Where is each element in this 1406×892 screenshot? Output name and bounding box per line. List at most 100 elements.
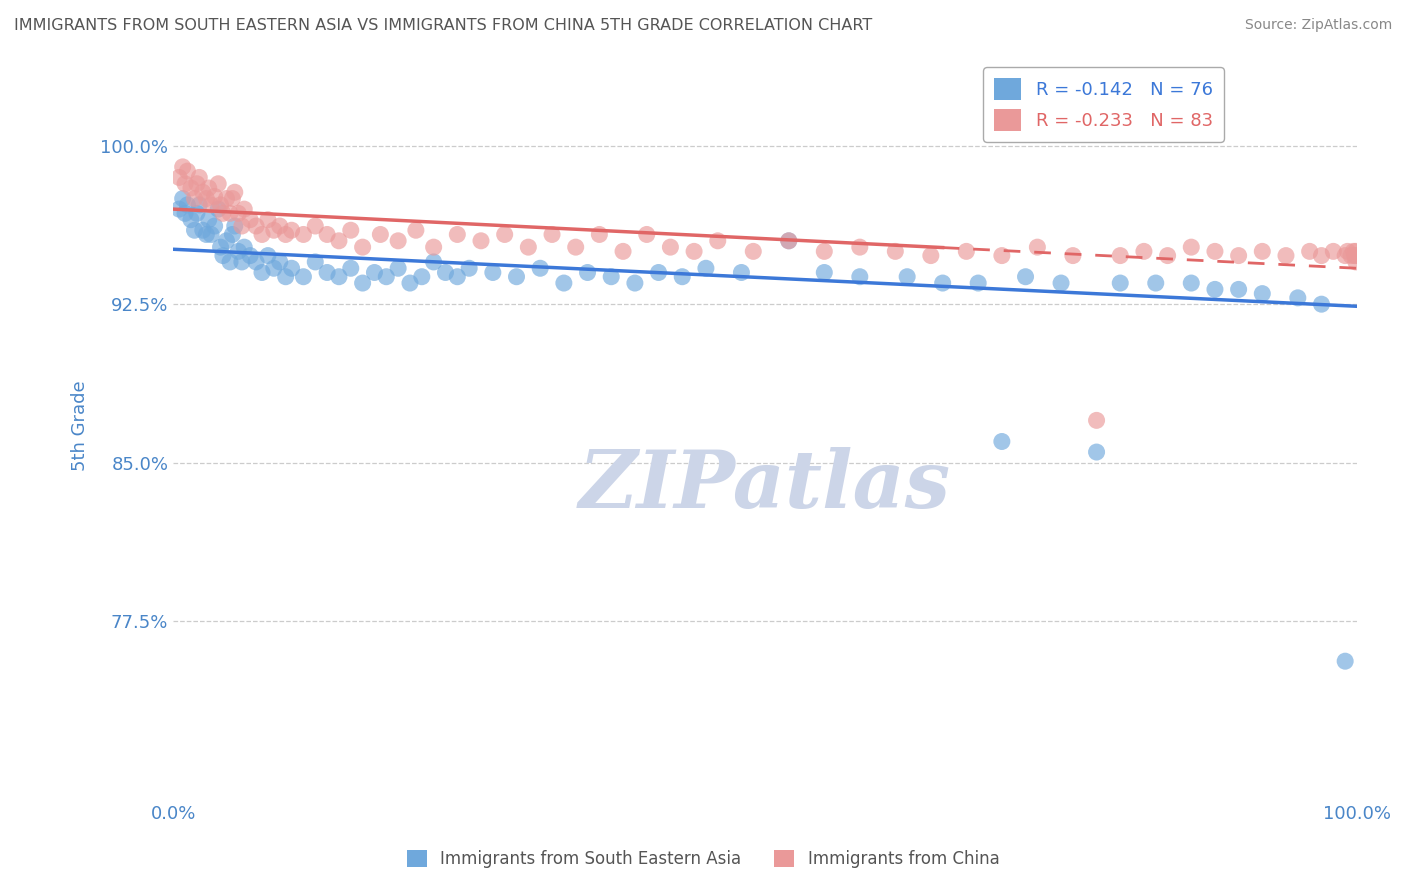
Point — [316, 265, 339, 279]
Point — [280, 223, 302, 237]
Point — [1133, 244, 1156, 259]
Point — [197, 181, 219, 195]
Point — [269, 219, 291, 233]
Point — [352, 276, 374, 290]
Point — [250, 227, 273, 242]
Point — [231, 255, 253, 269]
Point — [195, 192, 218, 206]
Point — [1085, 445, 1108, 459]
Point — [849, 240, 872, 254]
Point — [588, 227, 610, 242]
Point — [1144, 276, 1167, 290]
Point — [517, 240, 540, 254]
Point — [647, 265, 669, 279]
Point — [1180, 240, 1202, 254]
Point — [328, 234, 350, 248]
Point — [200, 198, 222, 212]
Point — [1322, 244, 1344, 259]
Point — [1014, 269, 1036, 284]
Point — [1026, 240, 1049, 254]
Point — [1062, 249, 1084, 263]
Point — [316, 227, 339, 242]
Point — [228, 244, 250, 259]
Point — [1344, 244, 1367, 259]
Point — [955, 244, 977, 259]
Point — [564, 240, 586, 254]
Point — [399, 276, 422, 290]
Point — [1298, 244, 1320, 259]
Point — [434, 265, 457, 279]
Point — [1310, 249, 1333, 263]
Point — [207, 202, 229, 216]
Point — [219, 255, 242, 269]
Point — [446, 269, 468, 284]
Point — [339, 223, 361, 237]
Point — [239, 249, 262, 263]
Legend: R = -0.142   N = 76, R = -0.233   N = 83: R = -0.142 N = 76, R = -0.233 N = 83 — [983, 67, 1223, 142]
Point — [1227, 249, 1250, 263]
Point — [529, 261, 551, 276]
Point — [167, 170, 190, 185]
Point — [224, 219, 246, 233]
Point — [671, 269, 693, 284]
Point — [1204, 244, 1226, 259]
Point — [683, 244, 706, 259]
Point — [375, 269, 398, 284]
Point — [387, 261, 409, 276]
Point — [274, 227, 297, 242]
Point — [778, 234, 800, 248]
Point — [778, 234, 800, 248]
Point — [1334, 654, 1357, 668]
Point — [204, 189, 226, 203]
Point — [422, 255, 444, 269]
Point — [224, 185, 246, 199]
Point — [245, 219, 267, 233]
Point — [813, 244, 835, 259]
Point — [188, 170, 211, 185]
Y-axis label: 5th Grade: 5th Grade — [72, 380, 89, 471]
Point — [231, 219, 253, 233]
Point — [482, 265, 505, 279]
Point — [446, 227, 468, 242]
Point — [695, 261, 717, 276]
Point — [706, 234, 728, 248]
Point — [1334, 249, 1357, 263]
Point — [269, 255, 291, 269]
Point — [896, 269, 918, 284]
Point — [221, 227, 243, 242]
Point — [1251, 244, 1274, 259]
Point — [931, 276, 953, 290]
Point — [1340, 249, 1362, 263]
Point — [1156, 249, 1178, 263]
Point — [197, 212, 219, 227]
Point — [233, 202, 256, 216]
Point — [1251, 286, 1274, 301]
Point — [813, 265, 835, 279]
Point — [221, 192, 243, 206]
Point — [228, 206, 250, 220]
Point — [215, 192, 238, 206]
Point — [505, 269, 527, 284]
Point — [411, 269, 433, 284]
Point — [204, 219, 226, 233]
Point — [553, 276, 575, 290]
Point — [212, 206, 235, 220]
Point — [304, 219, 326, 233]
Point — [174, 177, 197, 191]
Point — [174, 206, 197, 220]
Point — [991, 434, 1014, 449]
Point — [387, 234, 409, 248]
Point — [176, 164, 198, 178]
Point — [215, 234, 238, 248]
Point — [239, 212, 262, 227]
Point — [1343, 249, 1365, 263]
Point — [576, 265, 599, 279]
Point — [180, 181, 202, 195]
Point — [207, 177, 229, 191]
Point — [191, 223, 214, 237]
Point — [967, 276, 990, 290]
Point — [1344, 249, 1367, 263]
Point — [1109, 249, 1132, 263]
Text: ZIPatlas: ZIPatlas — [579, 447, 952, 524]
Point — [200, 227, 222, 242]
